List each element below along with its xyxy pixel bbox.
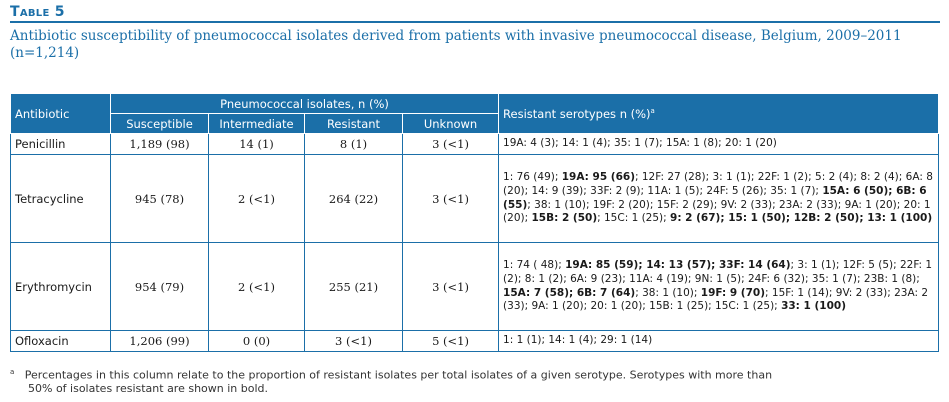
table-label: Table 5 (10, 4, 65, 20)
table-body: Penicillin 1,189 (98) 14 (1) 8 (1) 3 (<1… (10, 133, 940, 352)
serotype-bold-fragment: 19F: 9 (70) (700, 286, 766, 299)
header-unknown: Unknown (401, 113, 500, 134)
footnote-marker: a (10, 368, 15, 376)
serotype-fragment: 1: 1 (1); 14: 1 (4); 29: 1 (14) (503, 334, 653, 347)
susceptible-cell: 954 (79) (110, 242, 209, 331)
serotype-fragment: 19A: 4 (3); 14: 1 (4); 35: 1 (7); 15A: 1… (503, 137, 777, 150)
table-row: Tetracycline 945 (78) 2 (<1) 264 (22) 3 … (10, 154, 940, 243)
header-serotypes-label: Resistant serotypes n (%) (503, 106, 651, 121)
table-header-block: Table 5 Antibiotic susceptibility of pne… (10, 4, 940, 62)
serotype-fragment: 1: 74 ( 48); (503, 258, 566, 271)
header-serotypes: Resistant serotypes n (%)a (498, 93, 940, 134)
antibiotic-cell: Ofloxacin (10, 330, 111, 352)
serotype-bold-fragment: 19A: 85 (59); 14: 13 (57); 33F: 14 (64) (565, 258, 791, 271)
table-caption: Antibiotic susceptibility of pneumococca… (10, 28, 902, 61)
serotype-bold-fragment: 9: 2 (67); 15: 1 (50); 12B: 2 (50); 13: … (670, 212, 933, 225)
intermediate-cell: 0 (0) (208, 330, 305, 352)
intermediate-cell: 2 (<1) (208, 154, 305, 243)
serotypes-cell: 1: 1 (1); 14: 1 (4); 29: 1 (14) (498, 330, 940, 352)
serotype-bold-fragment: 15A: 6 (50); 6B: 6 (55) (503, 184, 927, 211)
unknown-cell: 3 (<1) (401, 133, 500, 155)
serotypes-cell: 1: 76 (49); 19A: 95 (66); 12F: 27 (28); … (498, 154, 940, 243)
footnote-line-2: 50% of isolates resistant are shown in b… (28, 381, 269, 395)
unknown-cell: 3 (<1) (401, 242, 500, 331)
serotype-bold-fragment: 15B: 2 (50) (531, 212, 598, 225)
serotype-fragment: ; 38: 1 (10); 19F: 2 (20); 15F: 2 (29); … (503, 198, 931, 225)
intermediate-cell: 14 (1) (208, 133, 305, 155)
serotype-fragment: ; 3: 1 (1); 12F: 5 (5); 22F: 1 (2); 8: 1… (503, 258, 933, 285)
serotype-bold-fragment: 19A: 95 (66) (561, 170, 635, 183)
antibiotic-cell: Erythromycin (10, 242, 111, 331)
serotype-fragment: ; 38: 1 (10); (635, 286, 701, 299)
susceptible-cell: 1,206 (99) (110, 330, 209, 352)
antibiotic-cell: Tetracycline (10, 154, 111, 243)
resistant-cell: 3 (<1) (304, 330, 403, 352)
header-isolates-group: Pneumococcal isolates, n (%) (109, 93, 500, 114)
resistant-cell: 8 (1) (304, 133, 403, 155)
susceptible-cell: 1,189 (98) (110, 133, 209, 155)
resistant-cell: 255 (21) (304, 242, 403, 331)
serotype-fragment: ; 15C: 1 (25); (597, 212, 671, 225)
serotype-fragment: ; 12F: 27 (28); 3: 1 (1); 22F: 1 (2); 5:… (503, 170, 933, 197)
header-serotypes-note: a (650, 106, 655, 115)
header-intermediate: Intermediate (208, 113, 305, 134)
table-row: Erythromycin 954 (79) 2 (<1) 255 (21) 3 … (10, 242, 940, 331)
footnote-line-1: a Percentages in this column relate to t… (10, 366, 930, 382)
serotype-fragment: ; 15F: 1 (14); 9V: 2 (33); 23A: 2 (33); … (503, 286, 929, 313)
header-susceptible: Susceptible (110, 113, 209, 134)
serotype-fragment: 1: 76 (49); (503, 170, 562, 183)
table-row: Penicillin 1,189 (98) 14 (1) 8 (1) 3 (<1… (10, 133, 940, 155)
unknown-cell: 3 (<1) (401, 154, 500, 243)
intermediate-cell: 2 (<1) (208, 242, 305, 331)
serotype-bold-fragment: 33: 1 (100) (781, 300, 847, 313)
susceptibility-table: Antibiotic Pneumococcal isolates, n (%) … (10, 93, 940, 352)
header-antibiotic: Antibiotic (10, 93, 111, 134)
table-row: Ofloxacin 1,206 (99) 0 (0) 3 (<1) 5 (<1)… (10, 330, 940, 352)
serotypes-cell: 1: 74 ( 48); 19A: 85 (59); 14: 13 (57); … (498, 242, 940, 331)
antibiotic-cell: Penicillin (10, 133, 111, 155)
header-resistant: Resistant (304, 113, 403, 134)
serotype-bold-fragment: 15A: 7 (58); 6B: 7 (64) (503, 286, 636, 299)
title-rule (10, 21, 940, 23)
susceptible-cell: 945 (78) (110, 154, 209, 243)
footnote-text-1: Percentages in this column relate to the… (24, 368, 773, 382)
table-footnote: a Percentages in this column relate to t… (10, 366, 930, 395)
unknown-cell: 5 (<1) (401, 330, 500, 352)
serotypes-cell: 19A: 4 (3); 14: 1 (4); 35: 1 (7); 15A: 1… (498, 133, 940, 155)
resistant-cell: 264 (22) (304, 154, 403, 243)
